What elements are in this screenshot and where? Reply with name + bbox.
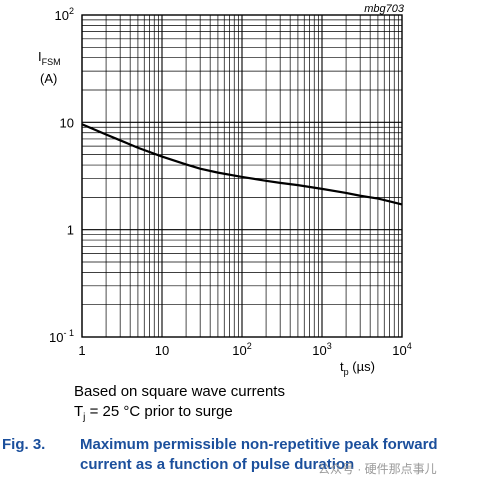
watermark: 公众号 · 硬件那点事儿 [318,462,437,476]
x-tick-labels: 1 10 102 103 104 [78,341,411,358]
series-layer [81,123,403,206]
y-tick-label: 10- 1 [49,328,74,345]
ifsm-curve [81,123,403,206]
y-axis-title: IFSM [38,49,61,67]
x-tick-label: 102 [232,341,251,358]
chart: 1 10 102 103 104 10- 1 1 10 102 mbg703 IFSM (A)… [38,3,412,377]
note-line-1: Based on square wave currents [74,383,285,400]
x-tick-label: 104 [392,341,411,358]
y-axis-unit: (A) [40,71,57,86]
y-tick-label: 1 [67,223,74,238]
x-tick-label: 103 [312,341,331,358]
chart-notes: Based on square wave currents Tj = 25 °C… [74,382,285,428]
grid-lines [81,15,402,338]
figure-number: Fig. 3. [2,436,46,453]
x-tick-label: 10 [155,343,169,358]
y-tick-label: 10 [60,115,74,130]
x-tick-label: 1 [78,343,85,358]
y-tick-labels: 10- 1 1 10 102 [49,6,74,345]
figure-caption-text: Maximum permissible non-repetitive peak … [80,436,438,473]
plot-frame [81,14,403,338]
x-axis-title: tp (µs) [340,359,375,377]
note-line-2: Tj = 25 °C prior to surge [74,403,233,423]
y-tick-label: 102 [55,6,74,23]
figure-id: mbg703 [364,3,405,15]
